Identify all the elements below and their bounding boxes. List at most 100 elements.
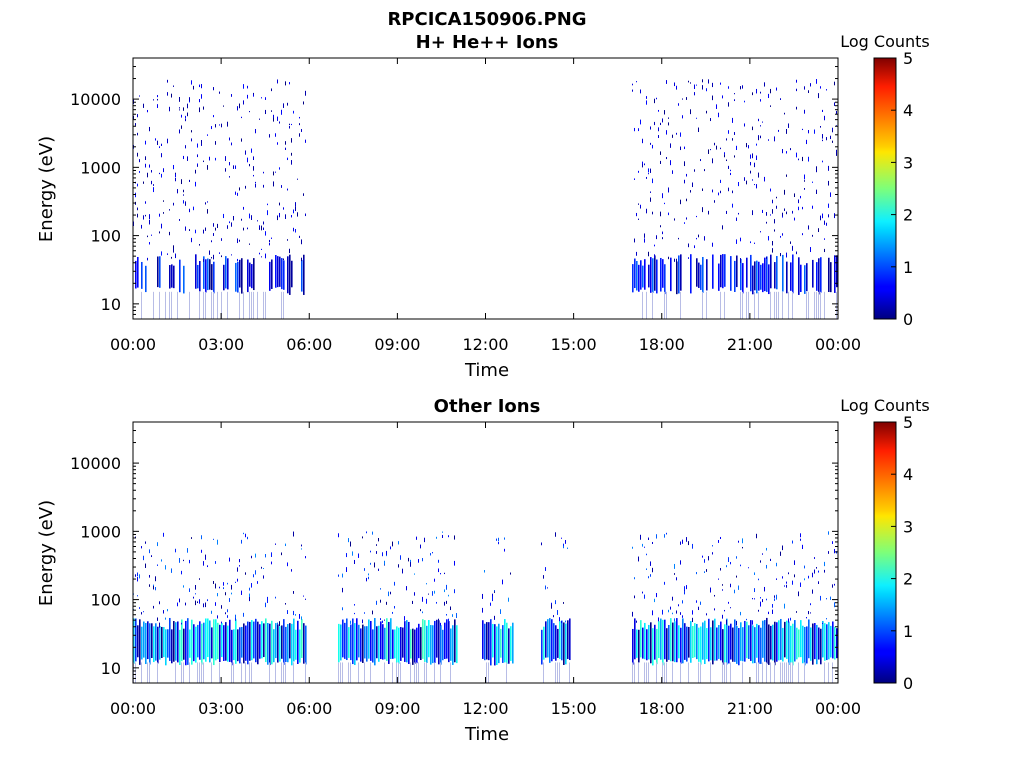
spectrogram-band xyxy=(792,623,794,666)
spectrogram-tail xyxy=(199,291,200,319)
spectrogram-speck xyxy=(398,564,399,568)
spectrogram-band xyxy=(273,629,275,663)
spectrogram-band xyxy=(774,262,776,289)
spectrogram-band xyxy=(734,619,736,662)
spectrogram-speck xyxy=(394,581,395,586)
spectrogram-speck xyxy=(796,88,797,92)
spectrogram-speck xyxy=(836,110,837,115)
spectrogram-speck xyxy=(642,543,643,547)
spectrogram-band xyxy=(742,627,744,662)
spectrogram-tail xyxy=(816,291,817,319)
spectrogram-speck xyxy=(219,252,220,254)
spectrogram-speck xyxy=(686,173,687,177)
spectrogram-speck xyxy=(650,142,651,145)
spectrogram-band xyxy=(722,629,724,665)
spectrogram-band xyxy=(217,622,219,660)
spectrogram-band xyxy=(344,622,346,659)
spectrogram-speck xyxy=(786,581,787,584)
spectrogram-speck xyxy=(682,115,683,119)
spectrogram-speck xyxy=(766,256,767,259)
spectrogram-speck xyxy=(163,212,164,214)
spectrogram-band xyxy=(744,620,746,662)
spectrogram-speck xyxy=(792,210,793,214)
spectrogram-speck xyxy=(139,574,140,579)
spectrogram-speck xyxy=(394,606,395,609)
spectrogram-speck xyxy=(287,239,288,241)
spectrogram-speck xyxy=(734,93,735,95)
spectrogram-tail xyxy=(305,662,306,683)
spectrogram-speck xyxy=(153,99,154,101)
spectrogram-speck xyxy=(454,560,455,566)
spectrogram-speck xyxy=(646,208,647,214)
spectrogram-speck xyxy=(434,590,435,594)
spectrogram-speck xyxy=(241,138,242,142)
spectrogram-band xyxy=(233,629,235,661)
spectrogram-speck xyxy=(247,157,248,163)
spectrogram-band xyxy=(504,619,506,663)
spectrogram-tail xyxy=(249,291,250,319)
spectrogram-tail xyxy=(358,662,359,683)
spectrogram-band xyxy=(800,620,802,658)
spectrogram-data xyxy=(133,79,838,319)
spectrogram-band xyxy=(830,625,832,658)
spectrogram-speck xyxy=(676,132,677,135)
spectrogram-band xyxy=(295,629,297,660)
spectrogram-speck xyxy=(644,546,645,548)
spectrogram-band xyxy=(366,626,368,662)
spectrogram-speck xyxy=(714,200,715,202)
spectrogram-band xyxy=(400,627,402,661)
spectrogram-speck xyxy=(836,149,837,153)
spectrogram-band xyxy=(692,626,694,659)
spectrogram-speck xyxy=(269,239,270,243)
spectrogram-speck xyxy=(295,206,296,212)
spectrogram-band xyxy=(135,260,137,289)
spectrogram-speck xyxy=(658,617,659,622)
spectrogram-band xyxy=(376,626,378,659)
spectrogram-band xyxy=(277,256,279,288)
spectrogram-speck xyxy=(456,613,457,618)
spectrogram-speck xyxy=(704,559,705,563)
spectrogram-speck xyxy=(398,541,399,545)
spectrogram-speck xyxy=(740,564,741,567)
spectrogram-speck xyxy=(662,231,663,235)
spectrogram-band xyxy=(406,620,408,663)
y-tick-label: 10000 xyxy=(70,90,121,109)
spectrogram-speck xyxy=(662,237,663,240)
spectrogram-speck xyxy=(420,609,421,612)
spectrogram-speck xyxy=(728,165,729,169)
spectrogram-speck xyxy=(185,118,186,122)
spectrogram-speck xyxy=(712,82,713,88)
spectrogram-speck xyxy=(259,225,260,230)
spectrogram-band xyxy=(750,254,752,292)
spectrogram-tail xyxy=(790,662,791,683)
spectrogram-band xyxy=(241,258,243,294)
spectrogram-speck xyxy=(227,121,228,127)
spectrogram-speck xyxy=(285,214,286,219)
spectrogram-speck xyxy=(664,202,665,205)
spectrogram-tail xyxy=(756,662,757,683)
spectrogram-speck xyxy=(368,576,369,580)
spectrogram-tail xyxy=(370,662,371,683)
spectrogram-speck xyxy=(762,121,763,123)
spectrogram-tail xyxy=(147,662,148,683)
spectrogram-band xyxy=(412,628,414,665)
spectrogram-speck xyxy=(183,155,184,160)
spectrogram-band xyxy=(632,628,634,665)
spectrogram-tail xyxy=(416,662,417,683)
spectrogram-tail xyxy=(424,662,425,683)
spectrogram-speck xyxy=(722,589,723,591)
spectrogram-band xyxy=(764,619,766,662)
spectrogram-speck xyxy=(195,229,196,234)
spectrogram-tail xyxy=(189,662,190,683)
spectrogram-speck xyxy=(255,570,256,575)
y-axis-label: Energy (eV) xyxy=(36,136,57,242)
spectrogram-speck xyxy=(221,123,222,128)
spectrogram-speck xyxy=(205,202,206,205)
spectrogram-band xyxy=(279,256,281,287)
spectrogram-speck xyxy=(696,572,697,575)
spectrogram-speck xyxy=(263,227,264,230)
spectrogram-speck xyxy=(424,537,425,543)
spectrogram-band xyxy=(440,625,442,665)
spectrogram-band xyxy=(374,618,376,666)
spectrogram-band xyxy=(569,618,571,661)
